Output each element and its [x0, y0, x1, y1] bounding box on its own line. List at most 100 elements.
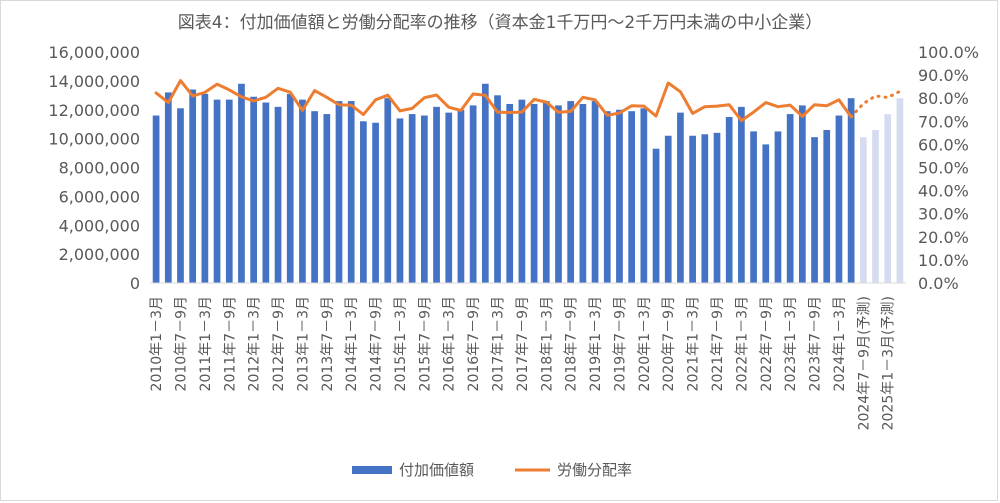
- value-added-bar: [725, 116, 733, 283]
- value-added-bar: [421, 115, 428, 283]
- value-added-bar: [274, 106, 282, 283]
- x-axis-tick-label: 2018年1－3月: [539, 296, 555, 391]
- value-added-bar: [628, 111, 635, 283]
- value-added-bar: [347, 101, 355, 283]
- value-added-bar: [311, 111, 318, 283]
- value-added-bar: [701, 134, 709, 283]
- x-axis-tick-label: 2012年1－3月: [247, 296, 263, 391]
- x-axis-tick-label: 2023年7－9月: [808, 296, 824, 391]
- value-added-bar: [384, 98, 392, 283]
- x-axis-tick-label: 2021年7－9月: [710, 296, 726, 391]
- legend-bar-label: 付加価値額: [399, 461, 474, 479]
- x-axis-tick-label: 2016年7－9月: [466, 296, 482, 391]
- value-added-bar: [445, 112, 453, 283]
- value-added-bar: [457, 109, 465, 283]
- value-added-bar: [152, 115, 160, 283]
- x-axis-tick-label: 2020年1－3月: [637, 296, 653, 391]
- value-added-bar: [786, 114, 794, 283]
- right-axis-tick-label: 10.0%: [918, 251, 969, 270]
- value-added-bar: [506, 103, 514, 283]
- x-axis-tick-label: 2013年1－3月: [295, 296, 311, 391]
- x-axis-tick-label: 2014年7－9月: [369, 296, 385, 391]
- value-added-bar: [469, 105, 477, 283]
- x-axis-tick-label: 2015年1－3月: [393, 296, 409, 391]
- value-added-bar: [189, 89, 197, 283]
- forecast-bar: [884, 114, 892, 283]
- value-added-bar: [250, 96, 257, 283]
- x-axis-tick-label: 2022年1－3月: [734, 296, 750, 391]
- x-axis-tick-label: 2011年7－9月: [222, 296, 238, 391]
- value-added-bar: [774, 131, 782, 283]
- bar-series: [152, 83, 904, 284]
- value-added-bar: [201, 93, 209, 284]
- left-axis-tick-label: 10,000,000: [48, 130, 140, 149]
- x-axis-tick-label: 2010年1－3月: [149, 296, 165, 391]
- value-added-bar: [738, 106, 745, 283]
- value-added-bar: [286, 93, 294, 284]
- value-added-bar: [323, 114, 331, 283]
- right-axis-tick-label: 80.0%: [918, 89, 969, 108]
- left-axis-tick-label: 12,000,000: [48, 101, 140, 120]
- value-added-bar: [177, 108, 184, 283]
- line-series: [154, 79, 902, 123]
- value-added-bar: [213, 99, 221, 283]
- value-added-bar: [262, 102, 270, 283]
- chart-title: 図表4：付加価値額と労働分配率の推移（資本金1千万円～2千万円未満の中小企業）: [177, 13, 823, 33]
- right-axis-tick-label: 0.0%: [918, 274, 959, 293]
- left-axis-tick-label: 14,000,000: [48, 72, 140, 91]
- legend: 付加価値額 労働分配率: [352, 461, 632, 479]
- value-added-bar: [689, 135, 696, 283]
- value-added-bar: [335, 101, 343, 283]
- x-axis-tick-label: 2012年7－9月: [271, 296, 287, 391]
- value-added-bar: [616, 109, 623, 283]
- x-axis-tick-label: 2021年1－3月: [686, 296, 702, 391]
- right-axis-tick-label: 70.0%: [918, 112, 969, 131]
- value-added-bar: [542, 101, 550, 283]
- x-axis-tick-label: 2020年7－9月: [661, 296, 677, 391]
- value-added-bar: [640, 108, 648, 283]
- value-added-bar: [579, 103, 587, 283]
- x-axis-tick-label: 2019年7－9月: [613, 296, 629, 391]
- value-added-bar: [530, 103, 538, 283]
- x-axis-tick-label: 2016年1－3月: [442, 296, 458, 391]
- right-axis: 0.0% 10.0% 20.0% 30.0% 40.0% 50.0% 60.0% 70.0% 8…: [918, 43, 979, 293]
- value-added-bar: [591, 101, 599, 283]
- left-axis-tick-label: 2,000,000: [59, 245, 140, 264]
- value-added-bar: [603, 111, 611, 283]
- right-axis-tick-label: 60.0%: [918, 135, 969, 154]
- x-axis-tick-label: 2018年7－9月: [564, 296, 580, 391]
- right-axis-tick-label: 50.0%: [918, 159, 969, 178]
- value-added-bar: [518, 99, 526, 283]
- forecast-bar: [896, 98, 904, 283]
- value-added-bar: [799, 105, 806, 283]
- labour-share-forecast-line: [849, 89, 902, 119]
- x-axis-tick-label: 2010年7－9月: [174, 296, 190, 391]
- left-axis: 0 2,000,000 4,000,000 6,000,000 8,000,000 10,…: [48, 43, 140, 293]
- value-added-bar: [225, 99, 233, 283]
- left-axis-tick-label: 0: [130, 274, 140, 293]
- x-axis: 2010年1－3月 2010年7－9月 2011年1－3月 2011年7－9月 2012…: [149, 282, 906, 430]
- value-added-bar: [847, 98, 855, 283]
- value-added-bar: [664, 135, 672, 283]
- x-axis-tick-label: 2017年7－9月: [515, 296, 531, 391]
- value-added-bar: [823, 129, 831, 283]
- value-added-bar: [433, 106, 440, 283]
- x-axis-tick-label: 2013年7－9月: [320, 296, 336, 391]
- value-added-bar: [372, 122, 379, 284]
- x-axis-tick-label: 2014年1－3月: [344, 296, 360, 391]
- x-axis-tick-label: 2022年7－9月: [759, 296, 775, 391]
- x-axis-tick-label: 2025年1－3月(予測): [881, 296, 897, 430]
- left-axis-tick-label: 6,000,000: [59, 187, 140, 206]
- value-added-bar: [555, 105, 562, 283]
- value-added-bar: [811, 137, 818, 283]
- right-axis-tick-label: 100.0%: [918, 43, 979, 62]
- x-axis-tick-label: 2017年1－3月: [491, 296, 507, 391]
- left-axis-tick-label: 4,000,000: [59, 216, 140, 235]
- x-axis-tick-label: 2015年7－9月: [417, 296, 433, 391]
- value-added-bar: [567, 101, 575, 283]
- legend-line-label: 労働分配率: [557, 461, 632, 479]
- labour-share-line: [154, 79, 853, 123]
- value-added-bar: [164, 92, 172, 284]
